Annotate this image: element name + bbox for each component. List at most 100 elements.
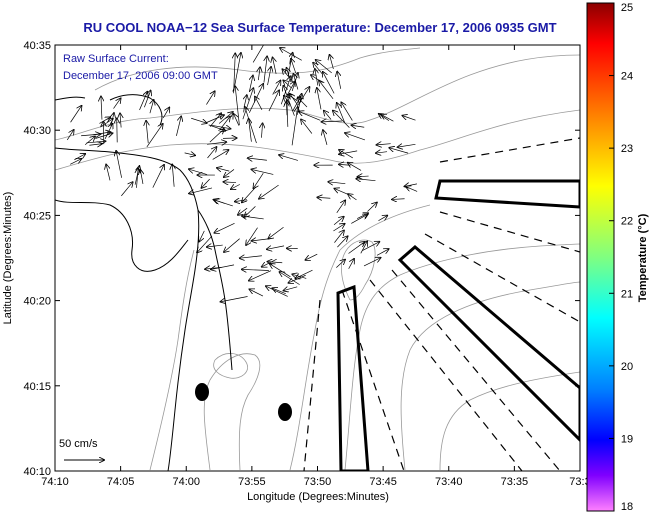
colorbar-label: Temperature (°C) [637, 213, 649, 302]
current-vector [351, 214, 367, 224]
map-area [55, 45, 580, 471]
current-vector [218, 112, 233, 124]
x-axis-ticks: 74:10 74:05 74:00 73:55 73:50 73:45 73:40 73:35… [41, 45, 591, 488]
current-vector [322, 121, 343, 122]
current-vector [268, 262, 283, 263]
current-vector [224, 182, 237, 183]
current-vector [120, 113, 121, 128]
x-tick-label: 73:40 [435, 476, 463, 488]
current-vector [268, 67, 271, 86]
current-vector [212, 150, 229, 160]
current-vector [233, 53, 241, 92]
current-vector [70, 159, 81, 165]
current-vector [268, 226, 284, 238]
current-vector [244, 206, 256, 217]
current-vector [261, 123, 262, 138]
current-vector [333, 217, 344, 226]
current-vector [253, 172, 264, 188]
current-vector [262, 258, 277, 267]
y-axis-ticks: 40:35 40:30 40:25 40:20 40:15 40:10 [23, 40, 580, 478]
current-vector [406, 187, 418, 192]
y-tick-label: 40:25 [23, 210, 51, 222]
current-vector [356, 179, 376, 181]
current-vector [207, 142, 226, 144]
current-vector [152, 165, 164, 188]
current-vector [245, 107, 257, 144]
current-vector [197, 235, 213, 252]
colorbar-gradient [586, 2, 615, 512]
current-vector [315, 69, 318, 86]
current-vector [235, 86, 240, 126]
figure-title: RU COOL NOAA−12 Sea Surface Temperature:… [83, 20, 556, 35]
current-vector [199, 230, 205, 242]
current-vector [348, 259, 354, 269]
current-vector [249, 119, 252, 142]
current-vector [358, 176, 369, 177]
current-vector [319, 81, 334, 100]
current-vector [209, 129, 224, 143]
current-vector [201, 178, 210, 188]
current-vector [81, 134, 100, 136]
current-vector [270, 264, 291, 278]
current-vector [84, 136, 95, 146]
current-vector [211, 125, 231, 128]
current-vector [316, 60, 332, 74]
current-annotation-line2: December 17, 2006 09:00 GMT [63, 70, 218, 82]
current-vector [298, 97, 308, 108]
current-vector [337, 236, 347, 248]
current-vector [330, 55, 334, 70]
colorbar: 25 24 23 22 21 20 19 18 Temperature (°C) [586, 2, 649, 513]
current-vector [398, 144, 416, 147]
current-vector [378, 216, 387, 221]
current-vector [207, 147, 217, 159]
current-vector [214, 223, 235, 232]
current-vector [381, 115, 394, 122]
current-vector [252, 238, 272, 240]
current-vector [89, 144, 101, 146]
current-vector [176, 117, 181, 136]
current-vector [402, 116, 416, 121]
current-vector [246, 227, 258, 245]
y-tick-label: 40:35 [23, 40, 51, 52]
y-tick-label: 40:15 [23, 381, 51, 393]
current-vector [392, 199, 405, 200]
current-vector [191, 117, 206, 123]
current-vector-field [66, 45, 418, 302]
current-vector [367, 203, 376, 212]
y-tick-label: 40:30 [23, 125, 51, 137]
y-axis-label: Latitude (Degrees:Minutes) [2, 192, 14, 325]
current-vector [323, 130, 328, 145]
current-vector [252, 45, 264, 63]
current-vector [206, 91, 214, 105]
current-vector [273, 288, 286, 295]
current-vector [345, 133, 366, 141]
current-vector [249, 270, 272, 281]
current-vector [377, 144, 391, 145]
current-vector [352, 125, 365, 127]
current-vector [282, 69, 295, 84]
current-vector [184, 153, 195, 155]
current-vector [234, 114, 240, 126]
current-vector [242, 269, 269, 270]
colorbar-tick-label: 23 [621, 143, 633, 155]
current-vector [336, 200, 345, 213]
colorbar-tick-label: 22 [621, 216, 633, 228]
current-vector [296, 269, 313, 278]
current-vector [224, 169, 235, 177]
current-vector [287, 53, 292, 77]
current-vector [242, 88, 253, 120]
current-vector [66, 130, 73, 141]
station-marker [195, 383, 209, 401]
colorbar-tick-label: 25 [621, 2, 633, 14]
current-vector [339, 164, 351, 165]
x-tick-label: 73:45 [369, 476, 397, 488]
current-vector [104, 124, 112, 139]
current-vector [348, 242, 365, 254]
current-vector [221, 296, 248, 302]
current-vector [74, 154, 85, 161]
station-markers [195, 383, 292, 421]
current-vector [146, 121, 148, 144]
current-vector [244, 95, 247, 108]
x-tick-label: 74:00 [172, 476, 200, 488]
